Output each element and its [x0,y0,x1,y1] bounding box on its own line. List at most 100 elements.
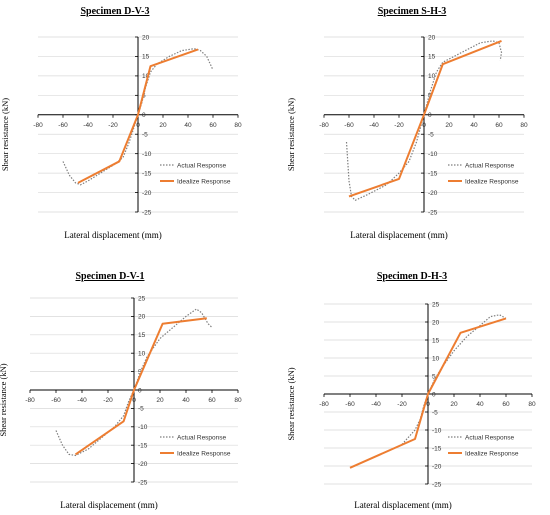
y-tick-label: 15 [428,54,436,61]
x-tick-label: -80 [319,401,329,408]
y-tick-label: 5 [432,373,436,380]
chart-title: Specimen D-V-3 [81,6,150,17]
y-tick-label: 20 [142,34,150,41]
y-axis-label: Shear resistance (kN) [0,98,10,171]
actual-response-line [401,314,507,445]
y-tick-label: 15 [142,54,150,61]
y-tick-label: 15 [432,337,440,344]
y-tick-label: -5 [138,406,144,413]
y-tick-label: 10 [428,73,436,80]
x-tick-label: 0 [136,122,140,129]
x-tick-label: -40 [83,122,93,129]
y-axis-label: Shear resistance (kN) [0,363,8,436]
x-tick-label: -40 [371,401,381,408]
x-tick-label: 0 [422,122,426,129]
y-tick-label: 25 [432,301,440,308]
idealize-response-line [74,317,207,456]
x-tick-label: 40 [182,397,190,404]
y-tick-label: -15 [138,443,148,450]
y-tick-label: -20 [428,190,438,197]
x-axis-label: Lateral displacement (mm) [64,230,161,240]
x-tick-label: -60 [51,397,61,404]
chart-panel-3: Specimen D-V-1 -80 -60 -40 -20 0 20 40 60 80 25 20 1… [0,271,242,510]
x-tick-label: 60 [495,122,503,129]
x-tick-label: -60 [345,401,355,408]
y-tick-label: -10 [138,424,148,431]
y-tick-label: 10 [138,351,146,358]
x-tick-label: -80 [25,397,35,404]
x-axis-label: Lateral displacement (mm) [350,230,447,240]
y-tick-label: -25 [428,209,438,216]
y-tick-label: 0 [432,391,436,398]
x-tick-label: 80 [234,122,242,129]
x-tick-label: -60 [58,122,68,129]
y-tick-label: -20 [142,190,152,197]
y-tick-label: -15 [432,445,442,452]
x-tick-label: 60 [209,122,217,129]
x-tick-label: 20 [450,401,458,408]
legend-label: Idealize Response [177,179,231,186]
y-tick-label: 25 [138,295,146,302]
x-tick-label: -20 [108,122,118,129]
x-tick-label: 80 [234,397,242,404]
x-tick-label: -80 [319,122,329,129]
y-tick-label: 0 [138,387,142,394]
actual-response-line [345,40,503,202]
x-tick-label: 0 [426,401,430,408]
actual-response-line [55,308,213,457]
y-tick-label: 10 [432,355,440,362]
x-tick-label: 20 [445,122,453,129]
idealize-response-line [349,317,507,469]
chart-panel-4: Specimen D-H-3 -80 -60 -40 -20 0 20 40 60 80 25 20 1… [286,271,536,510]
x-tick-label: 20 [156,397,164,404]
x-tick-label: 60 [208,397,216,404]
y-axis-label: Shear resistance (kN) [286,367,296,440]
y-tick-label: 10 [142,73,150,80]
x-tick-label: 20 [159,122,167,129]
x-axis-label: Lateral displacement (mm) [60,500,157,510]
y-tick-label: -15 [142,170,152,177]
y-tick-label: -5 [428,132,434,139]
y-tick-label: -25 [142,209,152,216]
y-tick-label: 20 [428,34,436,41]
y-tick-label: -25 [432,481,442,488]
x-tick-label: 0 [132,397,136,404]
x-tick-label: 80 [528,401,536,408]
x-tick-label: -40 [369,122,379,129]
x-tick-label: -20 [397,401,407,408]
y-tick-label: -20 [432,463,442,470]
legend-label: Idealize Response [465,451,519,458]
x-tick-label: 80 [520,122,528,129]
x-axis-label: Lateral displacement (mm) [354,500,451,510]
chart-title: Specimen D-V-1 [76,271,145,282]
idealize-response-line [77,48,199,184]
chart-panel-1: Specimen D-V-3 -80 -60 -40 -20 0 20 40 60 80 20 15 1… [0,6,242,240]
legend-label: Actual Response [465,163,515,170]
y-tick-label: 0 [428,112,432,119]
legend-label: Idealize Response [177,451,231,458]
y-tick-label: -10 [432,427,442,434]
x-tick-label: 40 [476,401,484,408]
legend-label: Actual Response [177,163,227,170]
chart-panel-2: Specimen S-H-3 -80 -60 -40 -20 0 20 40 60 80 20 15 1… [286,6,528,240]
legend-label: Idealize Response [465,179,519,186]
x-tick-label: -40 [77,397,87,404]
y-tick-label: 20 [138,314,146,321]
y-tick-label: 5 [142,93,146,100]
y-tick-label: -5 [432,409,438,416]
legend-label: Actual Response [177,435,227,442]
legend-label: Actual Response [465,435,515,442]
x-tick-label: 40 [470,122,478,129]
y-tick-label: -25 [138,479,148,486]
y-tick-label: 15 [138,332,146,339]
y-tick-label: -10 [428,151,438,158]
x-tick-label: -20 [394,122,404,129]
x-tick-label: 40 [184,122,192,129]
x-tick-label: -80 [33,122,43,129]
y-tick-label: -5 [142,132,148,139]
y-tick-label: 0 [142,112,146,119]
chart-title: Specimen S-H-3 [378,6,447,17]
y-tick-label: -15 [428,170,438,177]
idealize-response-line [348,39,502,198]
